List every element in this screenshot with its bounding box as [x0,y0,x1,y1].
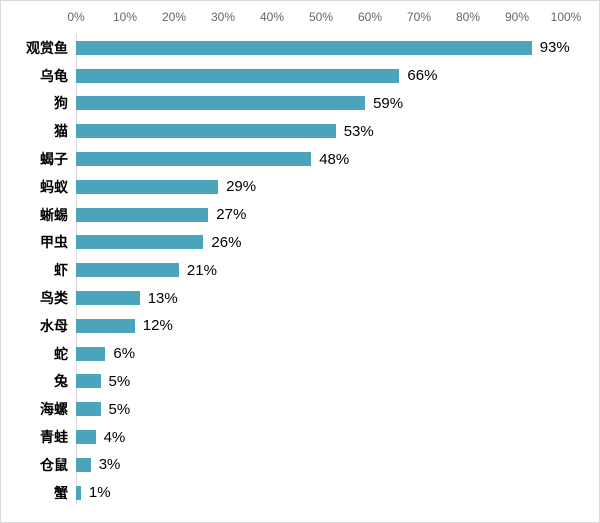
value-label: 66% [407,67,438,85]
category-label: 兔 [54,373,68,390]
bar [76,318,135,333]
bar [76,96,366,111]
bar-track: 13% [76,284,566,312]
value-label: 13% [147,289,178,307]
value-label: 5% [108,400,131,418]
bar [76,235,204,250]
x-axis-tick-label: 0% [67,10,85,24]
value-label: 1% [88,484,111,502]
value-label: 93% [539,39,570,57]
category-label: 甲虫 [40,234,68,251]
x-axis-tick-label: 90% [504,10,530,24]
x-axis-tick-label: 50% [308,10,334,24]
bar [76,207,209,222]
bar-track: 93% [76,34,570,62]
x-axis: 0% 10% 20% 30% 40% 50% 60% 70% 80% 90% 100% [67,10,581,26]
bar-row: 甲虫 26% [1,229,599,257]
bar-track: 3% [76,451,566,479]
bar-row: 鸟类 13% [1,284,599,312]
value-label: 53% [343,122,374,140]
bar-row: 蝎子 48% [1,145,599,173]
bar-track: 21% [76,256,566,284]
bar-track: 6% [76,340,566,368]
bar [76,152,312,167]
category-label: 水母 [40,317,68,334]
bar [76,124,336,139]
bar-row: 蟹 1% [1,479,599,507]
bar [76,402,101,417]
bar-track: 12% [76,312,566,340]
category-label: 猫 [54,123,68,140]
bar-row: 海螺 5% [1,395,599,423]
bar-row: 青蛙 4% [1,423,599,451]
value-label: 29% [226,178,257,196]
bar [76,263,179,278]
value-label: 48% [319,150,350,168]
bar-row: 猫 53% [1,117,599,145]
x-axis-tick-label: 100% [550,10,582,24]
category-label: 鸟类 [40,290,68,307]
value-label: 59% [373,94,404,112]
bar-row: 兔 5% [1,368,599,396]
bar-track: 53% [76,117,566,145]
bar-row: 狗 59% [1,90,599,118]
bar [76,68,400,83]
category-label: 蜥蜴 [40,206,68,223]
bar-row: 仓鼠 3% [1,451,599,479]
x-axis-tick-label: 10% [112,10,138,24]
value-label: 26% [211,233,242,251]
category-label: 蟹 [54,484,68,501]
bar-row: 乌龟 66% [1,62,599,90]
bar [76,346,106,361]
bar [76,374,101,389]
bar [76,179,219,194]
value-label: 6% [113,345,136,363]
bar-track: 4% [76,423,566,451]
bar-row: 虾 21% [1,256,599,284]
category-label: 乌龟 [40,67,68,84]
category-label: 蛇 [54,345,68,362]
bar-track: 29% [76,173,566,201]
value-label: 12% [142,317,173,335]
category-label: 狗 [54,95,68,112]
bar [76,291,140,306]
bar-track: 5% [76,368,566,396]
category-label: 虾 [54,262,68,279]
bar-track: 59% [76,90,566,118]
bar-track: 26% [76,229,566,257]
bar [76,430,96,445]
bar-track: 5% [76,395,566,423]
x-axis-tick-label: 80% [455,10,481,24]
value-label: 4% [103,428,126,446]
bar [76,457,91,472]
bar-track: 66% [76,62,566,90]
bar-row: 蛇 6% [1,340,599,368]
bar-track: 48% [76,145,566,173]
value-label: 3% [98,456,121,474]
bar [76,40,532,55]
category-label: 观赏鱼 [26,39,68,56]
bar-row: 水母 12% [1,312,599,340]
bar-row: 观赏鱼 93% [1,34,599,62]
x-axis-tick-label: 60% [357,10,383,24]
bar [76,485,81,500]
x-axis-tick-label: 70% [406,10,432,24]
category-label: 蚂蚁 [40,178,68,195]
value-label: 5% [108,372,131,390]
category-label: 海螺 [40,401,68,418]
x-axis-tick-label: 30% [210,10,236,24]
value-label: 27% [216,206,247,224]
x-axis-tick-label: 40% [259,10,285,24]
x-axis-tick-label: 20% [161,10,187,24]
category-label: 青蛙 [40,429,68,446]
bar-row: 蚂蚁 29% [1,173,599,201]
bar-track: 27% [76,201,566,229]
bar-rows: 观赏鱼 93% 乌龟 66% 狗 59% 猫 53% 蝎子 48% [1,34,599,507]
value-label: 21% [186,261,217,279]
bar-track: 1% [76,479,566,507]
category-label: 蝎子 [40,151,68,168]
bar-row: 蜥蜴 27% [1,201,599,229]
category-label: 仓鼠 [40,456,68,473]
